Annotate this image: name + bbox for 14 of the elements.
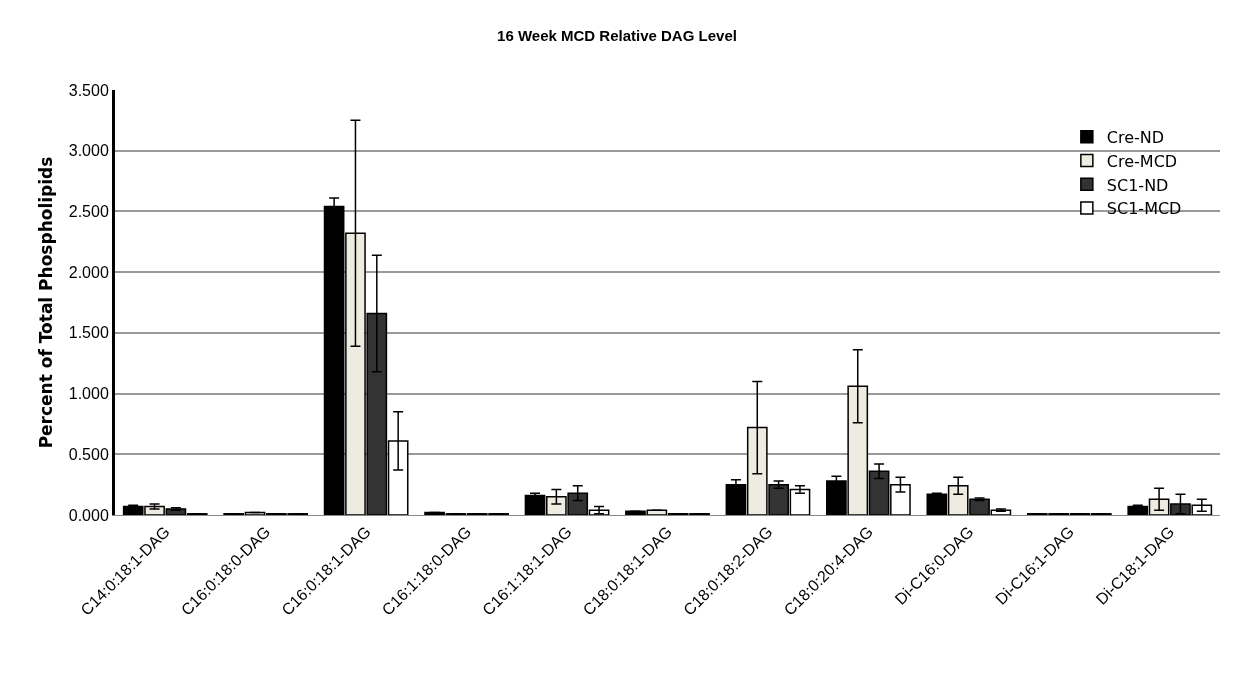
y-tick-label: 3.500 bbox=[68, 81, 109, 99]
legend-label: SC1-MCD bbox=[1106, 199, 1182, 219]
y-tick-label: 0.000 bbox=[68, 506, 109, 524]
y-tick-label: 0.500 bbox=[68, 445, 109, 463]
legend-label: Cre-MCD bbox=[1106, 151, 1178, 171]
chart-title: 16 Week MCD Relative DAG Level bbox=[497, 26, 737, 44]
legend-label: SC1-ND bbox=[1106, 175, 1169, 195]
y-tick-label: 2.500 bbox=[68, 203, 109, 221]
y-tick-label: 1.500 bbox=[68, 324, 109, 342]
y-tick-label: 1.000 bbox=[68, 385, 109, 403]
y-tick-label: 3.000 bbox=[68, 142, 109, 160]
y-axis-title: Percent of Total Phospholipids bbox=[36, 156, 57, 449]
legend-label: Cre-ND bbox=[1106, 127, 1165, 147]
y-tick-label: 2.000 bbox=[68, 263, 109, 281]
